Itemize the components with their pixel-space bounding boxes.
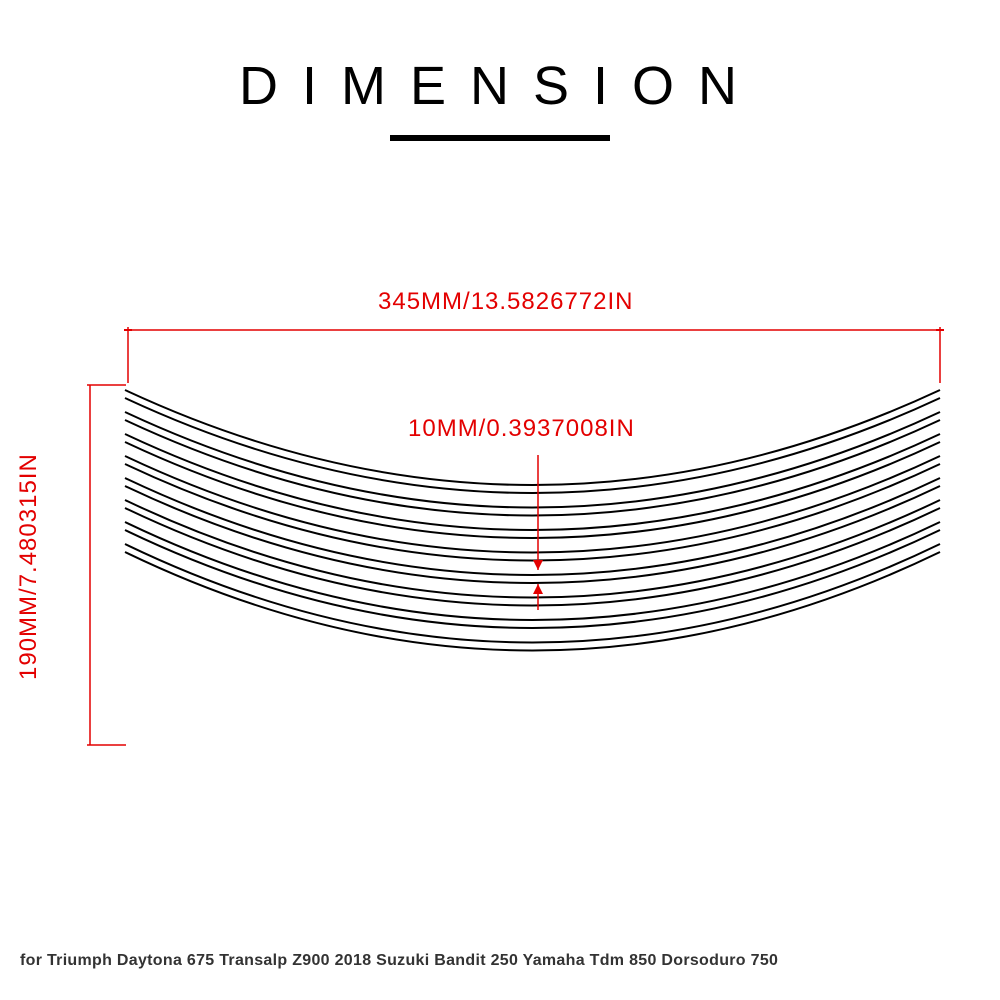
strip-dimension-label: 10MM/0.3937008IN <box>408 415 635 443</box>
dimension-diagram <box>0 240 1000 890</box>
height-dimension-label: 190MM/7.480315IN <box>15 453 43 680</box>
width-dimension-label: 345MM/13.5826772IN <box>378 288 634 316</box>
title-underline <box>390 135 610 141</box>
product-caption: for Triumph Daytona 675 Transalp Z900 20… <box>20 952 778 970</box>
diagram-svg <box>0 240 1000 890</box>
page-title: DIMENSION <box>239 55 761 117</box>
